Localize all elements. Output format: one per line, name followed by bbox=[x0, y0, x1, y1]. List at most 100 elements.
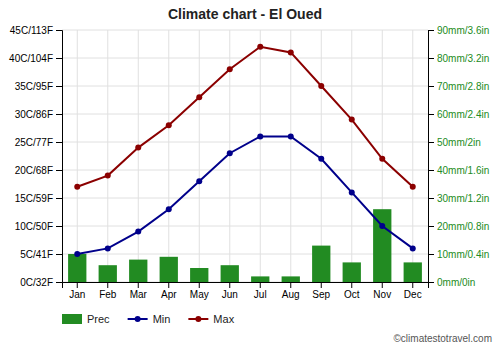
axis-line bbox=[63, 283, 429, 289]
tick-label: 10C/50F bbox=[15, 221, 53, 232]
tick-mark bbox=[56, 58, 62, 59]
tick-label: 45C/113F bbox=[10, 25, 53, 36]
legend-marker bbox=[135, 316, 141, 322]
title: Climate chart - El Oued bbox=[168, 6, 322, 22]
tick: Oct bbox=[344, 282, 360, 300]
tick: 60mm/2.4in bbox=[428, 109, 489, 120]
tick-label: 25C/77F bbox=[15, 137, 53, 148]
tick-label: Apr bbox=[161, 289, 177, 300]
tick-mark bbox=[428, 254, 434, 255]
tick: 10C/50F bbox=[15, 221, 62, 232]
tick-label: 40mm/1.6in bbox=[437, 165, 489, 176]
tick-mark bbox=[321, 282, 322, 288]
tick-mark bbox=[56, 86, 62, 87]
tick-mark bbox=[428, 170, 434, 171]
line bbox=[77, 136, 413, 254]
bar bbox=[99, 265, 117, 282]
tick-mark bbox=[56, 114, 62, 115]
tick-label: Jan bbox=[69, 289, 85, 300]
tick-mark bbox=[77, 282, 78, 288]
tick-label: 10mm/0.4in bbox=[437, 249, 489, 260]
tick-label: 20mm/0.8in bbox=[437, 221, 489, 232]
bar bbox=[190, 268, 208, 282]
tick: 15C/59F bbox=[15, 193, 62, 204]
tick-mark bbox=[382, 282, 383, 288]
point bbox=[74, 251, 80, 257]
x-axis: JanFebMarAprMayJunJulAugSepOctNovDec bbox=[63, 282, 429, 300]
tick-mark bbox=[199, 282, 200, 288]
point bbox=[135, 229, 141, 235]
y2-axis: 0mm/0in10mm/0.4in20mm/0.8in30mm/1.2in40m… bbox=[428, 25, 489, 288]
grid-line bbox=[62, 114, 428, 115]
tick: 30C/86F bbox=[15, 109, 62, 120]
tick-mark bbox=[351, 282, 352, 288]
tick: 5C/41F bbox=[20, 249, 62, 260]
tick: 0mm/0in bbox=[428, 277, 475, 288]
tick-mark bbox=[229, 282, 230, 288]
legend-item: Min bbox=[128, 313, 171, 325]
tick-label: 0mm/0in bbox=[437, 277, 475, 288]
point bbox=[318, 83, 324, 89]
point bbox=[288, 49, 294, 55]
line-series bbox=[74, 44, 416, 190]
tick-label: Jun bbox=[222, 289, 238, 300]
tick-label: Dec bbox=[404, 289, 422, 300]
tick: Aug bbox=[282, 282, 300, 300]
plot: 0C/32F5C/41F10C/50F15C/59F20C/68F25C/77F… bbox=[9, 25, 489, 300]
tick-label: 35C/95F bbox=[15, 81, 53, 92]
grid-line bbox=[168, 30, 169, 282]
axis-line bbox=[429, 31, 435, 283]
point bbox=[166, 206, 172, 212]
tick-mark bbox=[56, 226, 62, 227]
legend-swatch bbox=[62, 314, 82, 324]
legend-marker bbox=[195, 316, 201, 322]
bar bbox=[129, 260, 147, 282]
point bbox=[349, 117, 355, 123]
tick-label: 0C/32F bbox=[20, 277, 53, 288]
tick-mark bbox=[260, 282, 261, 288]
tick-mark bbox=[138, 282, 139, 288]
grid-line bbox=[138, 30, 139, 282]
tick-mark bbox=[56, 170, 62, 171]
grid-line bbox=[199, 30, 200, 282]
legend-label: Max bbox=[213, 313, 234, 325]
tick: 25C/77F bbox=[15, 137, 62, 148]
point bbox=[410, 245, 416, 251]
tick: 0C/32F bbox=[20, 277, 62, 288]
tick: Jun bbox=[222, 282, 238, 300]
tick-label: Nov bbox=[373, 289, 391, 300]
point bbox=[379, 156, 385, 162]
point bbox=[196, 178, 202, 184]
grid-line bbox=[77, 30, 78, 282]
grid-line bbox=[62, 170, 428, 171]
annotation: ©climatestotravel.com bbox=[393, 333, 492, 344]
point bbox=[196, 94, 202, 100]
bar bbox=[343, 262, 361, 282]
grid bbox=[62, 30, 428, 282]
grid-line bbox=[107, 30, 108, 282]
legend-item: Max bbox=[188, 313, 234, 325]
point bbox=[135, 145, 141, 151]
bar bbox=[282, 276, 300, 282]
legend-label: Prec bbox=[87, 313, 110, 325]
tick-label: 40C/104F bbox=[9, 53, 53, 64]
tick-label: Oct bbox=[344, 289, 360, 300]
marks bbox=[68, 44, 422, 282]
tick-label: Mar bbox=[130, 289, 148, 300]
tick-label: 80mm/3.2in bbox=[437, 53, 489, 64]
tick: Feb bbox=[99, 282, 117, 300]
bar bbox=[68, 254, 86, 282]
tick-mark bbox=[290, 282, 291, 288]
bar bbox=[160, 257, 178, 282]
tick-mark bbox=[56, 198, 62, 199]
line bbox=[77, 47, 413, 187]
bar-series bbox=[68, 209, 422, 282]
point bbox=[379, 223, 385, 229]
tick: 20mm/0.8in bbox=[428, 221, 489, 232]
tick: Mar bbox=[130, 282, 148, 300]
grid-line bbox=[62, 86, 428, 87]
point bbox=[288, 133, 294, 139]
point bbox=[349, 189, 355, 195]
legend-item: Prec bbox=[62, 313, 110, 325]
tick: 70mm/2.8in bbox=[428, 81, 489, 92]
